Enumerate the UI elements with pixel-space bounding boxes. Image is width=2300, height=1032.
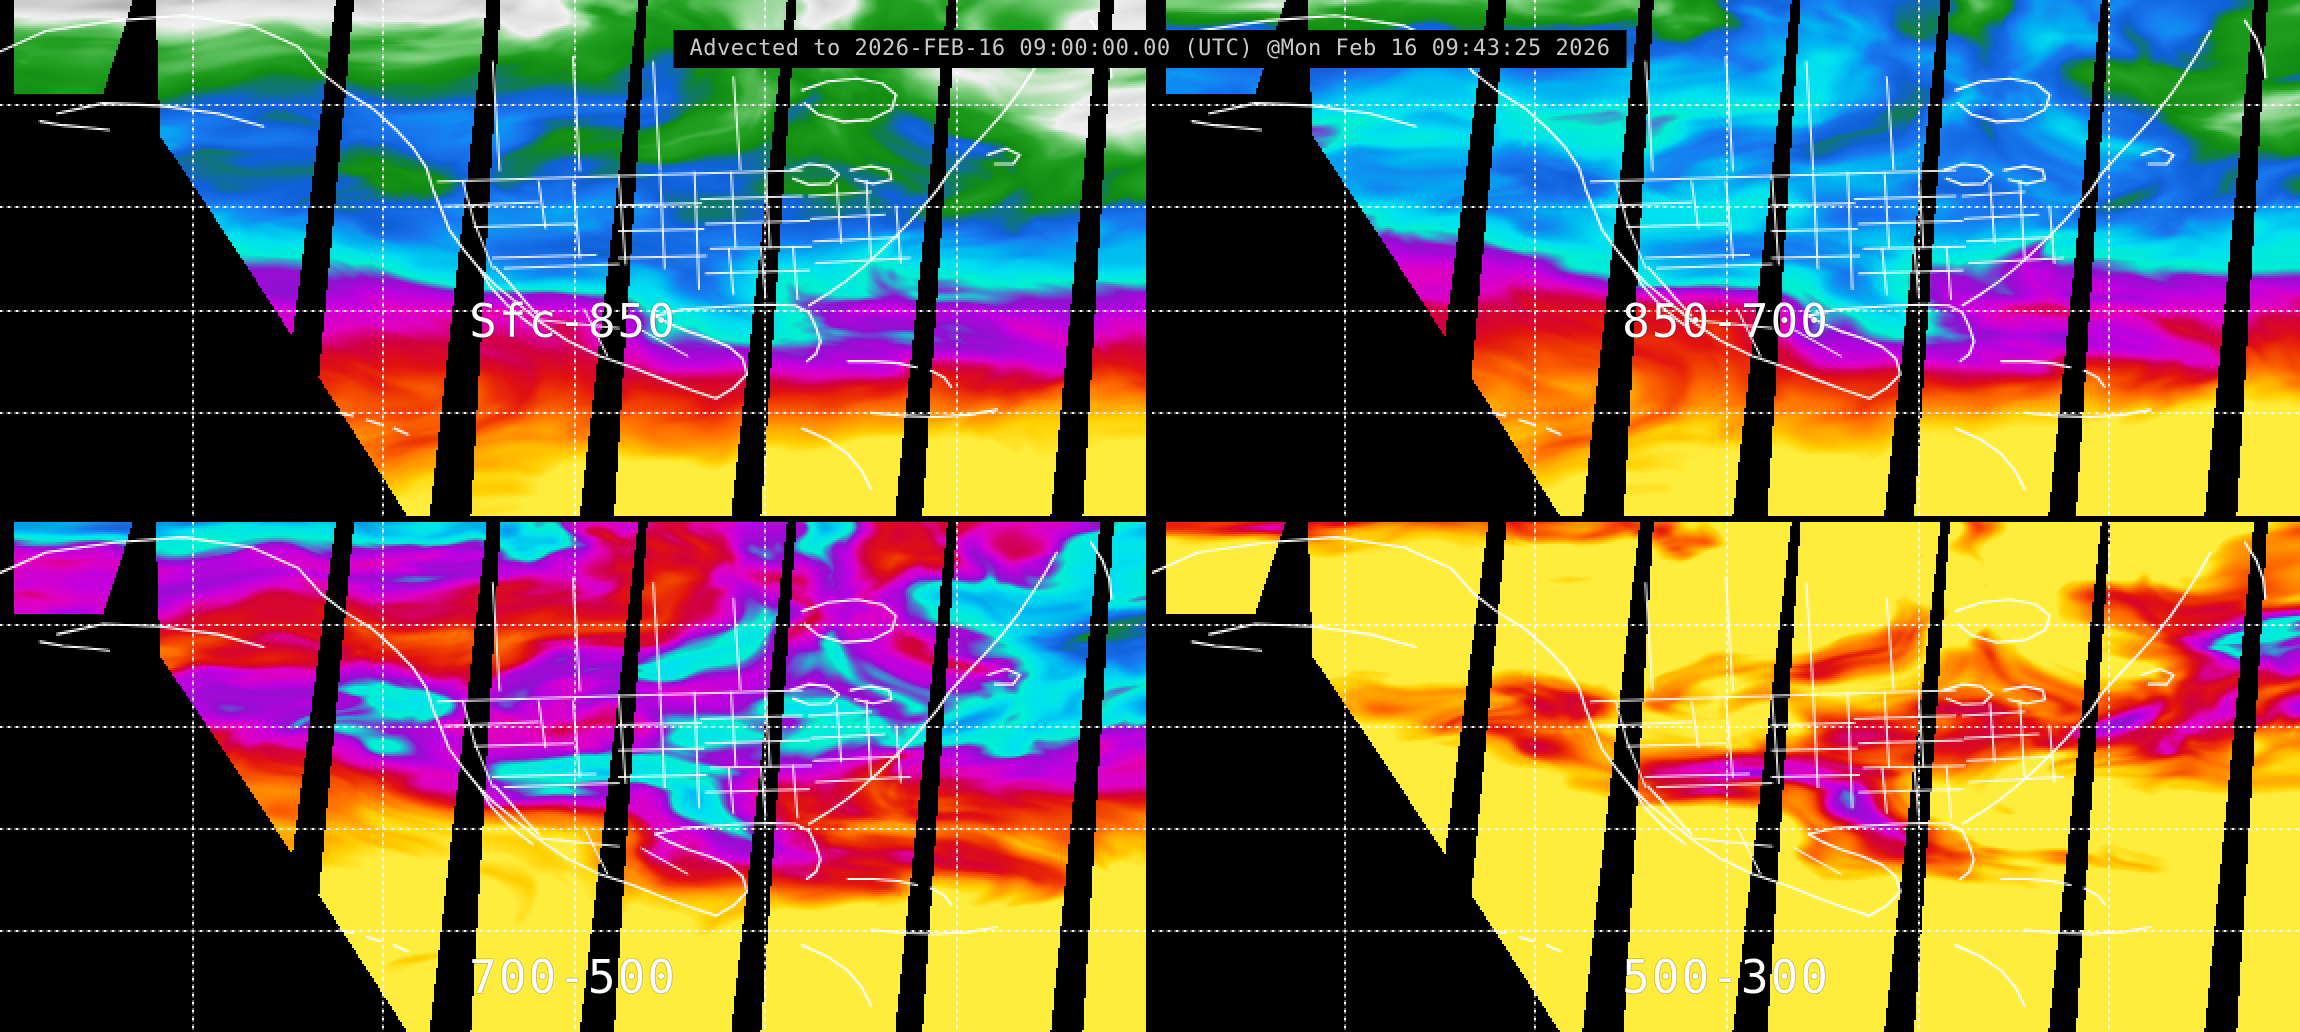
field-image-sfc-850 [0,0,1146,516]
panel-700-500[interactable]: 700-500 [0,522,1146,1032]
field-image-700-500 [0,522,1146,1032]
panel-sfc-850[interactable]: Sfc-850 [0,0,1146,516]
panel-850-700[interactable]: 850-700 [1152,0,2300,516]
field-image-500-300 [1152,522,2300,1032]
field-image-850-700 [1152,0,2300,516]
panel-500-300[interactable]: 500-300 [1152,522,2300,1032]
product-title: Advected to 2026-FEB-16 09:00:00.00 (UTC… [673,30,1627,68]
panel-divider-horizontal [0,516,2300,522]
